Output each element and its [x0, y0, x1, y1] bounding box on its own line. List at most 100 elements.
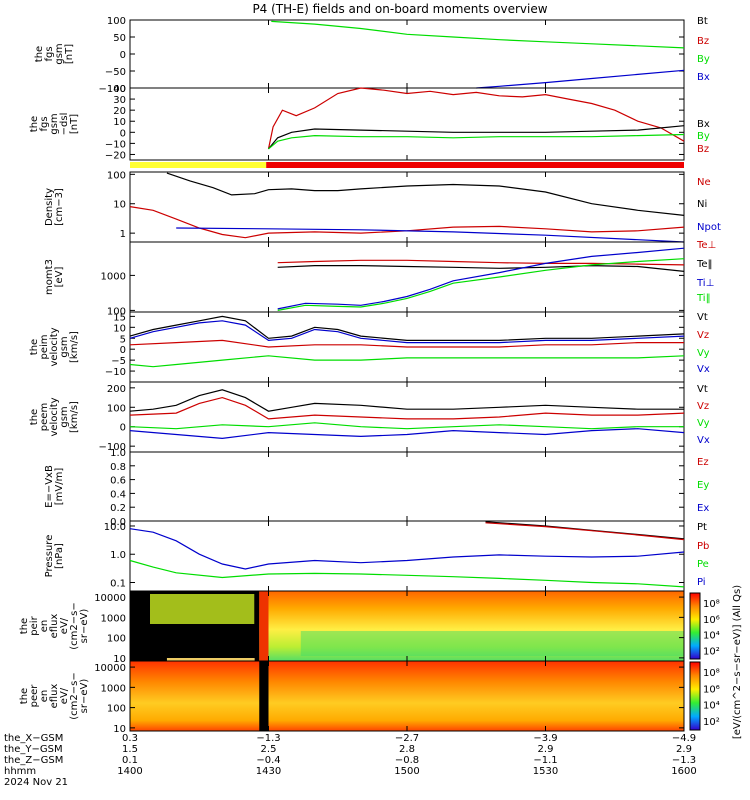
legend-Pt: Pt [697, 522, 707, 533]
y-axis-label: eflux [49, 684, 60, 709]
x-tick-value: −2.7 [395, 733, 419, 744]
spectrogram-image [130, 661, 684, 731]
series-Ne [129, 206, 685, 239]
y-axis-label: peir [29, 615, 40, 635]
x-row-label: the_Z−GSM [4, 755, 63, 766]
y-axis-label: Pressure [44, 535, 55, 578]
y-tick-label: 10 [113, 200, 126, 211]
y-tick-label: 10 [113, 724, 126, 735]
y-axis-label: [km/s] [69, 331, 80, 363]
colorbar-strip [689, 661, 701, 731]
legend-By: By [697, 54, 710, 65]
y-axis-label: −dsl [59, 113, 70, 136]
y-axis-label: en [39, 690, 50, 703]
y-axis-label: peem [39, 403, 50, 431]
y-tick-label: −10 [105, 367, 126, 378]
y-tick-label: −5 [111, 356, 126, 367]
y-axis-label: velocity [49, 397, 60, 436]
x-tick-value: −1.3 [672, 755, 696, 766]
y-axis-label: Density [44, 188, 55, 226]
series-Pe [129, 559, 685, 588]
panel-peer_en_eflux: 10000 1000 100 10 the peer en eflux eV/(cm2−s− sr… [19, 660, 685, 735]
y-axis-label: [nT] [64, 44, 75, 64]
spectrogram-gap [259, 661, 269, 731]
legend-Te‖: Te‖ [696, 259, 713, 270]
mode-bar-segment [130, 162, 267, 168]
y-axis-label: the [19, 688, 30, 704]
colorbar-strip [689, 592, 701, 660]
legend-Vt: Vt [697, 384, 708, 395]
y-tick-label: 30 [113, 95, 126, 106]
colorbar-tick-label: 10⁶ [703, 615, 720, 626]
y-tick-label: −20 [105, 150, 126, 161]
y-tick-label: 1.0 [110, 448, 126, 459]
legend-Ti⊥: Ti⊥ [696, 278, 714, 289]
plot-title: P4 (TH-E) fields and on-board moments ov… [252, 2, 547, 16]
y-tick-label: 10 [113, 654, 126, 665]
spectrogram-band [150, 594, 255, 624]
y-axis-label: fgs [39, 116, 50, 131]
x-tick-value: −1.1 [533, 755, 557, 766]
legend-Pi: Pi [697, 577, 706, 588]
panel-frame [129, 87, 685, 161]
legend-Vy: Vy [697, 418, 710, 429]
y-tick-label: 0 [120, 128, 126, 139]
x-tick-value: 1500 [394, 766, 419, 777]
y-tick-label: 10 [113, 117, 126, 128]
x-row-label: 2024 Nov 21 [4, 777, 68, 788]
x-tick-value: 2.9 [538, 744, 554, 755]
x-tick-value: 1530 [533, 766, 558, 777]
x-tick-value: −3.9 [533, 733, 557, 744]
y-tick-label: −100 [99, 84, 126, 95]
y-tick-label: 1 [120, 229, 126, 240]
y-tick-label: 0.1 [110, 578, 126, 589]
x-row-label: hhmm [4, 766, 36, 777]
y-tick-label: 0 [120, 50, 126, 61]
y-axis-label: the [29, 116, 40, 132]
series-Te‖ [277, 264, 685, 272]
y-axis-label: gsm [49, 113, 60, 134]
y-tick-label: 1000 [101, 271, 126, 282]
y-axis-label: [eV] [54, 267, 65, 288]
series-Vz [129, 396, 685, 420]
panel-peir_en_eflux: 10000 1000 100 10 the peir en eflux eV/(cm2−s− sr… [19, 590, 685, 665]
y-tick-label: 0.0 [110, 517, 126, 528]
y-axis-label: [nPa] [54, 543, 65, 569]
x-tick-value: −0.8 [395, 755, 419, 766]
series-Pb [485, 522, 685, 541]
y-axis-label: en [39, 620, 50, 633]
y-tick-label: 100 [107, 16, 126, 27]
y-axis-label: [nT] [69, 114, 80, 134]
series-Vy [129, 355, 685, 368]
panel-frame [129, 451, 685, 522]
y-axis-label: E=−VxB [44, 465, 55, 508]
y-axis-label: eflux [49, 614, 60, 639]
series-Vx [129, 320, 685, 344]
panel-frame [129, 241, 685, 313]
y-tick-label: 100 [107, 704, 126, 715]
y-tick-label: 0.4 [110, 489, 126, 500]
panel-peem_velocity: 200 100 0 −100 the peem velocity gsm [km/s] Vt Vz V… [29, 381, 710, 453]
y-axis-label: velocity [49, 327, 60, 366]
series-Vx [129, 428, 685, 440]
y-axis-label: eV/ [59, 617, 70, 634]
colorbar: 10⁸ 10⁶ 10⁴ 10² 10⁸ 10⁶ 10⁴ 10² [eV/(cm^2−s−sr−e… [689, 585, 743, 739]
spectrogram-strip [166, 658, 255, 661]
spectrogram-band [300, 631, 684, 656]
y-tick-label: 0.8 [110, 462, 126, 473]
y-axis-label: peim [39, 334, 50, 359]
x-row-label: the_X−GSM [4, 733, 63, 744]
colorbar-tick-label: 10⁴ [703, 701, 720, 712]
series-Npot [176, 227, 685, 243]
legend-Bz: Bz [697, 144, 709, 155]
panel-density: 100 10 1 Density [cm−3] Ne Ni Npot [44, 170, 721, 243]
panel-efield: 1.0 0.8 0.6 0.4 0.2 0.0 E=−VxB [mV/m] Ez Ey Ex [44, 448, 709, 528]
y-axis-label: peer [29, 684, 40, 708]
colorbar-tick-label: 10⁸ [703, 668, 720, 679]
legend-Ni: Ni [697, 199, 707, 210]
y-tick-label: 0 [120, 345, 126, 356]
y-axis-label: [km/s] [69, 401, 80, 433]
legend-Vx: Vx [697, 435, 710, 446]
